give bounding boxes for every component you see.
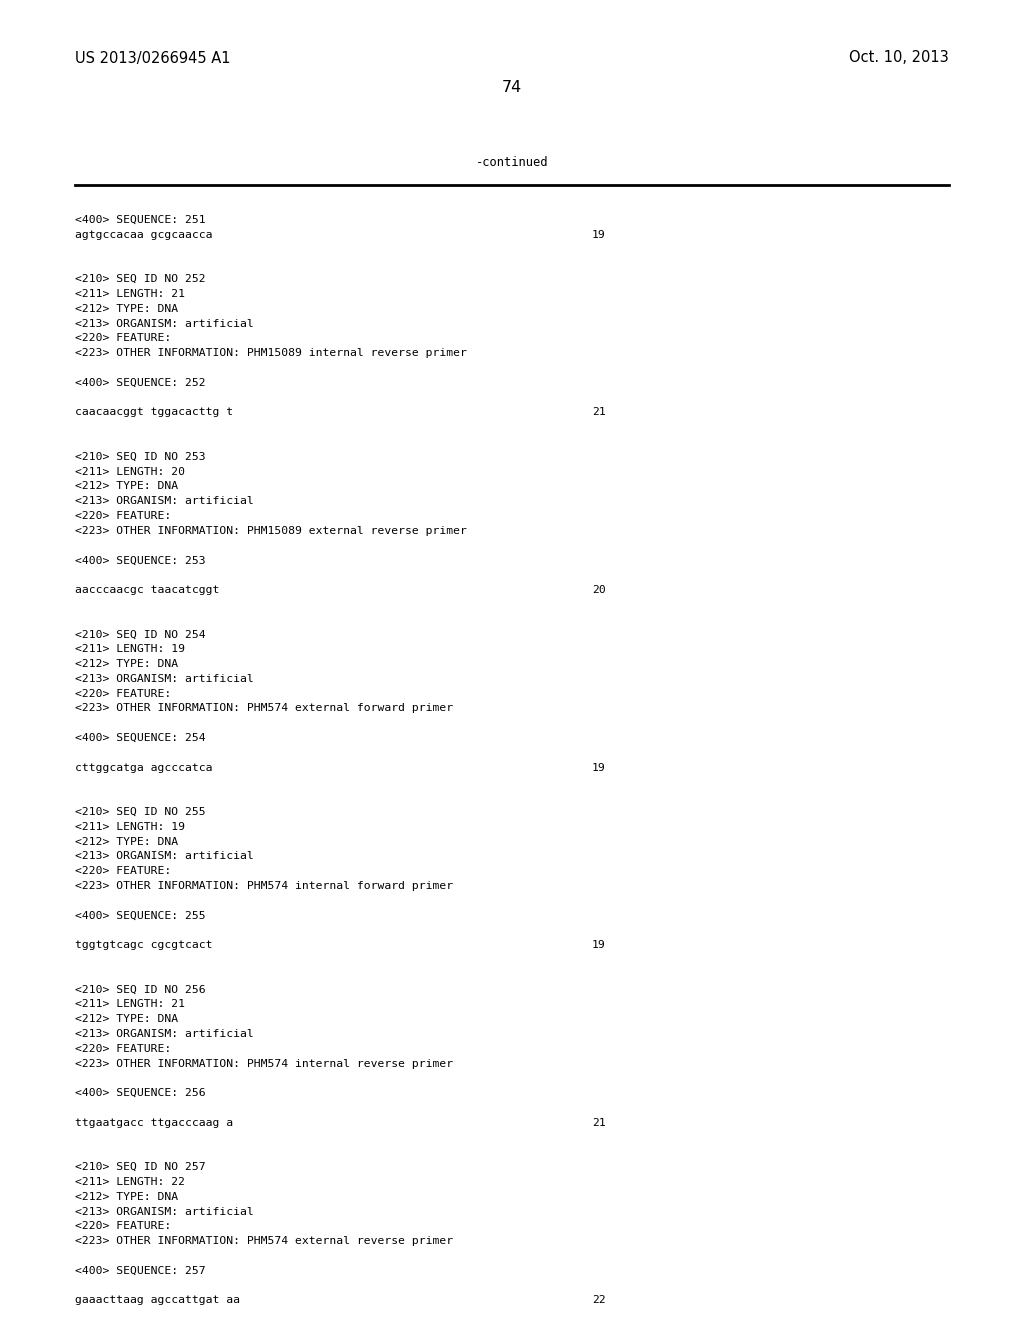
Text: <212> TYPE: DNA: <212> TYPE: DNA xyxy=(75,1014,178,1024)
Text: <223> OTHER INFORMATION: PHM574 internal reverse primer: <223> OTHER INFORMATION: PHM574 internal… xyxy=(75,1059,454,1069)
Text: <400> SEQUENCE: 255: <400> SEQUENCE: 255 xyxy=(75,911,206,920)
Text: <220> FEATURE:: <220> FEATURE: xyxy=(75,866,171,876)
Text: <210> SEQ ID NO 254: <210> SEQ ID NO 254 xyxy=(75,630,206,639)
Text: gaaacttaag agccattgat aa: gaaacttaag agccattgat aa xyxy=(75,1295,240,1305)
Text: <223> OTHER INFORMATION: PHM574 external forward primer: <223> OTHER INFORMATION: PHM574 external… xyxy=(75,704,454,713)
Text: <211> LENGTH: 19: <211> LENGTH: 19 xyxy=(75,644,185,655)
Text: <220> FEATURE:: <220> FEATURE: xyxy=(75,1044,171,1053)
Text: Oct. 10, 2013: Oct. 10, 2013 xyxy=(849,50,949,66)
Text: <211> LENGTH: 20: <211> LENGTH: 20 xyxy=(75,466,185,477)
Text: <213> ORGANISM: artificial: <213> ORGANISM: artificial xyxy=(75,1030,254,1039)
Text: <211> LENGTH: 19: <211> LENGTH: 19 xyxy=(75,822,185,832)
Text: <210> SEQ ID NO 257: <210> SEQ ID NO 257 xyxy=(75,1162,206,1172)
Text: US 2013/0266945 A1: US 2013/0266945 A1 xyxy=(75,50,230,66)
Text: <211> LENGTH: 21: <211> LENGTH: 21 xyxy=(75,999,185,1010)
Text: 19: 19 xyxy=(592,230,606,240)
Text: <400> SEQUENCE: 252: <400> SEQUENCE: 252 xyxy=(75,378,206,388)
Text: <213> ORGANISM: artificial: <213> ORGANISM: artificial xyxy=(75,318,254,329)
Text: -continued: -continued xyxy=(476,157,548,169)
Text: tggtgtcagc cgcgtcact: tggtgtcagc cgcgtcact xyxy=(75,940,213,950)
Text: ttgaatgacc ttgacccaag a: ttgaatgacc ttgacccaag a xyxy=(75,1118,233,1127)
Text: <213> ORGANISM: artificial: <213> ORGANISM: artificial xyxy=(75,1206,254,1217)
Text: <220> FEATURE:: <220> FEATURE: xyxy=(75,334,171,343)
Text: 21: 21 xyxy=(592,408,606,417)
Text: <223> OTHER INFORMATION: PHM15089 internal reverse primer: <223> OTHER INFORMATION: PHM15089 intern… xyxy=(75,348,467,358)
Text: <212> TYPE: DNA: <212> TYPE: DNA xyxy=(75,482,178,491)
Text: <212> TYPE: DNA: <212> TYPE: DNA xyxy=(75,659,178,669)
Text: <210> SEQ ID NO 256: <210> SEQ ID NO 256 xyxy=(75,985,206,994)
Text: <223> OTHER INFORMATION: PHM15089 external reverse primer: <223> OTHER INFORMATION: PHM15089 extern… xyxy=(75,525,467,536)
Text: <210> SEQ ID NO 253: <210> SEQ ID NO 253 xyxy=(75,451,206,462)
Text: <400> SEQUENCE: 253: <400> SEQUENCE: 253 xyxy=(75,556,206,565)
Text: <212> TYPE: DNA: <212> TYPE: DNA xyxy=(75,1192,178,1201)
Text: 19: 19 xyxy=(592,763,606,772)
Text: <213> ORGANISM: artificial: <213> ORGANISM: artificial xyxy=(75,673,254,684)
Text: caacaacggt tggacacttg t: caacaacggt tggacacttg t xyxy=(75,408,233,417)
Text: <220> FEATURE:: <220> FEATURE: xyxy=(75,511,171,521)
Text: aacccaacgc taacatcggt: aacccaacgc taacatcggt xyxy=(75,585,219,595)
Text: 74: 74 xyxy=(502,81,522,95)
Text: <213> ORGANISM: artificial: <213> ORGANISM: artificial xyxy=(75,496,254,506)
Text: agtgccacaa gcgcaacca: agtgccacaa gcgcaacca xyxy=(75,230,213,240)
Text: <220> FEATURE:: <220> FEATURE: xyxy=(75,689,171,698)
Text: <400> SEQUENCE: 257: <400> SEQUENCE: 257 xyxy=(75,1266,206,1276)
Text: <211> LENGTH: 22: <211> LENGTH: 22 xyxy=(75,1177,185,1187)
Text: <213> ORGANISM: artificial: <213> ORGANISM: artificial xyxy=(75,851,254,862)
Text: cttggcatga agcccatca: cttggcatga agcccatca xyxy=(75,763,213,772)
Text: <210> SEQ ID NO 252: <210> SEQ ID NO 252 xyxy=(75,275,206,284)
Text: <212> TYPE: DNA: <212> TYPE: DNA xyxy=(75,304,178,314)
Text: 22: 22 xyxy=(592,1295,606,1305)
Text: <400> SEQUENCE: 254: <400> SEQUENCE: 254 xyxy=(75,733,206,743)
Text: <223> OTHER INFORMATION: PHM574 internal forward primer: <223> OTHER INFORMATION: PHM574 internal… xyxy=(75,880,454,891)
Text: <223> OTHER INFORMATION: PHM574 external reverse primer: <223> OTHER INFORMATION: PHM574 external… xyxy=(75,1237,454,1246)
Text: 21: 21 xyxy=(592,1118,606,1127)
Text: <212> TYPE: DNA: <212> TYPE: DNA xyxy=(75,837,178,846)
Text: <220> FEATURE:: <220> FEATURE: xyxy=(75,1221,171,1232)
Text: <400> SEQUENCE: 256: <400> SEQUENCE: 256 xyxy=(75,1088,206,1098)
Text: 19: 19 xyxy=(592,940,606,950)
Text: <210> SEQ ID NO 255: <210> SEQ ID NO 255 xyxy=(75,807,206,817)
Text: 20: 20 xyxy=(592,585,606,595)
Text: <211> LENGTH: 21: <211> LENGTH: 21 xyxy=(75,289,185,300)
Text: <400> SEQUENCE: 251: <400> SEQUENCE: 251 xyxy=(75,215,206,224)
